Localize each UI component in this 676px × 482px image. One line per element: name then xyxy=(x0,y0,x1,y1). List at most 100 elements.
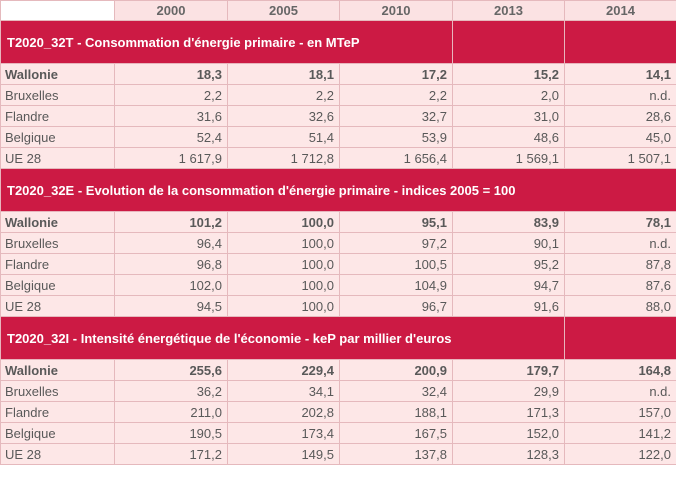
value-cell: 96,8 xyxy=(114,253,228,275)
value-cell: 100,0 xyxy=(227,295,340,317)
value-cell: 1 569,1 xyxy=(452,147,565,169)
section-header-row: T2020_32I - Intensité énergétique de l'é… xyxy=(0,316,676,360)
value-cell: 202,8 xyxy=(227,401,340,423)
row-label: Belgique xyxy=(0,126,115,148)
table-row: Bruxelles 2,2 2,2 2,2 2,0 n.d. xyxy=(0,84,676,106)
table-row: Flandre 96,8 100,0 100,5 95,2 87,8 xyxy=(0,253,676,275)
row-label: UE 28 xyxy=(0,147,115,169)
value-cell: 128,3 xyxy=(452,443,565,465)
value-cell: 2,2 xyxy=(227,84,340,106)
value-cell: 152,0 xyxy=(452,422,565,444)
table-row: Belgique 190,5 173,4 167,5 152,0 141,2 xyxy=(0,422,676,444)
value-cell: 149,5 xyxy=(227,443,340,465)
header-corner-cell xyxy=(0,0,115,21)
section-title: T2020_32E - Evolution de la consommation… xyxy=(0,168,676,212)
table-row: Bruxelles 96,4 100,0 97,2 90,1 n.d. xyxy=(0,232,676,254)
value-cell: 171,2 xyxy=(114,443,228,465)
value-cell: 88,0 xyxy=(564,295,676,317)
value-cell: 171,3 xyxy=(452,401,565,423)
row-label: Bruxelles xyxy=(0,84,115,106)
row-label: Wallonie xyxy=(0,211,115,233)
value-cell: 95,1 xyxy=(339,211,453,233)
row-label: Bruxelles xyxy=(0,380,115,402)
value-cell: 1 507,1 xyxy=(564,147,676,169)
table-row: UE 28 171,2 149,5 137,8 128,3 122,0 xyxy=(0,443,676,465)
value-cell: 53,9 xyxy=(339,126,453,148)
value-cell: 164,8 xyxy=(564,359,676,381)
value-cell: 1 712,8 xyxy=(227,147,340,169)
value-cell: 102,0 xyxy=(114,274,228,296)
value-cell: 100,0 xyxy=(227,253,340,275)
table-row: Belgique 52,4 51,4 53,9 48,6 45,0 xyxy=(0,126,676,148)
value-cell: n.d. xyxy=(564,232,676,254)
value-cell: 188,1 xyxy=(339,401,453,423)
value-cell: 2,2 xyxy=(339,84,453,106)
value-cell: 96,7 xyxy=(339,295,453,317)
row-label: UE 28 xyxy=(0,443,115,465)
table-row: Flandre 211,0 202,8 188,1 171,3 157,0 xyxy=(0,401,676,423)
value-cell: 18,3 xyxy=(114,63,228,85)
table-row: Wallonie 18,3 18,1 17,2 15,2 14,1 xyxy=(0,63,676,85)
value-cell: 167,5 xyxy=(339,422,453,444)
value-cell: 31,6 xyxy=(114,105,228,127)
value-cell: 34,1 xyxy=(227,380,340,402)
value-cell: 137,8 xyxy=(339,443,453,465)
table-row: UE 28 94,5 100,0 96,7 91,6 88,0 xyxy=(0,295,676,317)
value-cell: 100,0 xyxy=(227,274,340,296)
row-label: Belgique xyxy=(0,274,115,296)
value-cell: 2,2 xyxy=(114,84,228,106)
row-label: UE 28 xyxy=(0,295,115,317)
value-cell: 122,0 xyxy=(564,443,676,465)
value-cell: 94,5 xyxy=(114,295,228,317)
table-row: Wallonie 255,6 229,4 200,9 179,7 164,8 xyxy=(0,359,676,381)
value-cell: 141,2 xyxy=(564,422,676,444)
table-row: Wallonie 101,2 100,0 95,1 83,9 78,1 xyxy=(0,211,676,233)
value-cell: 96,4 xyxy=(114,232,228,254)
row-label: Flandre xyxy=(0,401,115,423)
value-cell: 32,6 xyxy=(227,105,340,127)
energy-table-body: 2000 2005 2010 2013 2014 T2020_32T - Con… xyxy=(0,0,676,465)
value-cell: 90,1 xyxy=(452,232,565,254)
year-header: 2000 xyxy=(114,0,228,21)
value-cell: 173,4 xyxy=(227,422,340,444)
value-cell: 29,9 xyxy=(452,380,565,402)
row-label: Belgique xyxy=(0,422,115,444)
value-cell: 14,1 xyxy=(564,63,676,85)
value-cell: 229,4 xyxy=(227,359,340,381)
row-label: Flandre xyxy=(0,105,115,127)
value-cell: 17,2 xyxy=(339,63,453,85)
value-cell: 157,0 xyxy=(564,401,676,423)
value-cell: 78,1 xyxy=(564,211,676,233)
year-header: 2013 xyxy=(452,0,565,21)
value-cell: 87,8 xyxy=(564,253,676,275)
value-cell: 100,5 xyxy=(339,253,453,275)
value-cell: 83,9 xyxy=(452,211,565,233)
table-row: Belgique 102,0 100,0 104,9 94,7 87,6 xyxy=(0,274,676,296)
value-cell: 1 617,9 xyxy=(114,147,228,169)
year-header: 2014 xyxy=(564,0,676,21)
value-cell: 28,6 xyxy=(564,105,676,127)
value-cell: 95,2 xyxy=(452,253,565,275)
value-cell: 179,7 xyxy=(452,359,565,381)
value-cell: 1 656,4 xyxy=(339,147,453,169)
header-row: 2000 2005 2010 2013 2014 xyxy=(0,0,676,21)
year-header: 2005 xyxy=(227,0,340,21)
value-cell: 94,7 xyxy=(452,274,565,296)
value-cell: 52,4 xyxy=(114,126,228,148)
row-label: Wallonie xyxy=(0,359,115,381)
value-cell: n.d. xyxy=(564,84,676,106)
value-cell: 104,9 xyxy=(339,274,453,296)
value-cell: 101,2 xyxy=(114,211,228,233)
section-header-row: T2020_32E - Evolution de la consommation… xyxy=(0,168,676,212)
section-header-cell xyxy=(564,20,676,64)
value-cell: 45,0 xyxy=(564,126,676,148)
year-header: 2010 xyxy=(339,0,453,21)
value-cell: 15,2 xyxy=(452,63,565,85)
value-cell: 211,0 xyxy=(114,401,228,423)
value-cell: 18,1 xyxy=(227,63,340,85)
section-header-cell xyxy=(452,20,565,64)
value-cell: 100,0 xyxy=(227,211,340,233)
row-label: Bruxelles xyxy=(0,232,115,254)
value-cell: 91,6 xyxy=(452,295,565,317)
value-cell: 255,6 xyxy=(114,359,228,381)
